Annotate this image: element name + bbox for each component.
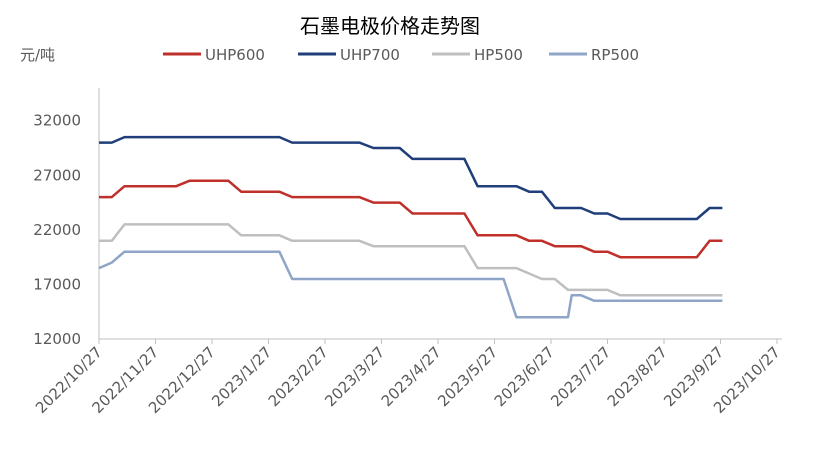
y-tick-label: 27000 <box>33 166 81 184</box>
x-tick-label: 2023/1/27 <box>208 343 275 410</box>
y-unit-label: 元/吨 <box>20 46 55 64</box>
y-axis: 12000 17000 22000 27000 32000 <box>33 88 100 348</box>
legend-label: UHP600 <box>205 46 265 64</box>
x-tick-label: 2023/5/27 <box>434 343 501 410</box>
legend-label: HP500 <box>474 46 523 64</box>
legend-label: UHP700 <box>340 46 400 64</box>
x-tick-label: 2023/8/27 <box>604 343 671 410</box>
series-line-uhp700 <box>99 135 723 221</box>
y-tick-label: 12000 <box>33 330 81 348</box>
x-axis: 2022/10/272022/11/272022/12/272023/1/272… <box>32 338 784 417</box>
x-tick-label: 2023/2/27 <box>265 343 332 410</box>
legend-label: RP500 <box>591 46 639 64</box>
series-layer <box>98 135 723 319</box>
y-tick-label: 32000 <box>33 112 81 130</box>
y-tick-label: 17000 <box>33 275 81 293</box>
x-tick-label: 2023/4/27 <box>378 343 445 410</box>
legend: UHP600 UHP700 HP500 RP500 <box>163 46 639 64</box>
chart-title: 石墨电极价格走势图 <box>300 14 480 38</box>
series-line-rp500 <box>98 250 723 319</box>
x-tick-label: 2023/3/27 <box>321 343 388 410</box>
x-tick-label: 2023/7/27 <box>547 343 614 410</box>
series-line-hp500 <box>99 223 723 297</box>
series-line-uhp600 <box>99 179 723 259</box>
x-tick-label: 2023/6/27 <box>491 343 558 410</box>
y-tick-label: 22000 <box>33 221 81 239</box>
